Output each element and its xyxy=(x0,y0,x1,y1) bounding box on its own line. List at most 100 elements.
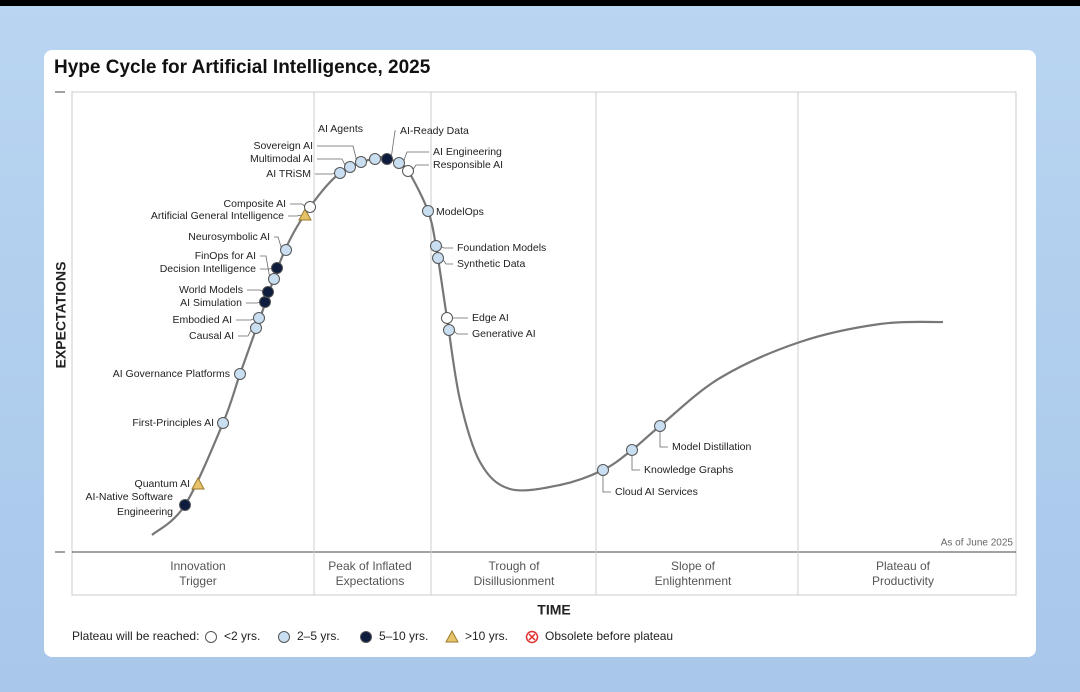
phase-label: Slope of xyxy=(671,559,716,573)
technology-marker xyxy=(355,156,367,168)
legend-symbol xyxy=(278,631,290,643)
leader-line xyxy=(247,289,265,293)
technology-marker xyxy=(234,368,246,380)
top-bar xyxy=(0,0,1080,6)
phase-label: Peak of Inflated xyxy=(328,559,411,573)
leader-line xyxy=(236,317,256,321)
legend-symbol-cross xyxy=(528,633,536,641)
technology-label: Edge AI xyxy=(472,312,509,324)
technology-label: Embodied AI xyxy=(172,314,232,326)
leader-line xyxy=(390,130,396,160)
card xyxy=(44,50,1036,657)
leader-line xyxy=(317,158,347,168)
technology-label: First-Principles AI xyxy=(132,417,214,429)
technology-label: Sovereign AI xyxy=(253,140,313,152)
technology-marker xyxy=(179,499,191,511)
technology-marker xyxy=(443,324,455,336)
technology-label: Neurosymbolic AI xyxy=(188,231,270,243)
technology-label: Decision Intelligence xyxy=(160,263,256,275)
legend-symbol xyxy=(360,631,372,643)
technology-marker xyxy=(334,167,346,179)
technology-label: World Models xyxy=(179,284,243,296)
technology-marker xyxy=(402,165,414,177)
technology-marker xyxy=(250,322,262,334)
leader-line xyxy=(411,164,429,172)
phase-label: Trough of xyxy=(489,559,541,573)
legend-label: Obsolete before plateau xyxy=(545,629,673,643)
leader-line xyxy=(260,255,271,280)
technology-label: Generative AI xyxy=(472,328,536,340)
technology-label: Cloud AI Services xyxy=(615,486,698,498)
leader-line xyxy=(452,329,468,335)
technology-label: Foundation Models xyxy=(457,242,546,254)
technology-label: AI Governance Platforms xyxy=(113,368,230,380)
phase-label: Expectations xyxy=(336,574,405,588)
leader-line xyxy=(246,301,262,304)
technology-marker xyxy=(369,153,381,165)
phase-label: Enlightenment xyxy=(655,574,732,588)
technology-label: AI-Ready Data xyxy=(400,125,469,137)
technology-label: Quantum AI xyxy=(135,478,190,490)
technology-marker xyxy=(344,161,356,173)
technology-marker xyxy=(430,240,442,252)
technology-label: AI Simulation xyxy=(180,297,242,309)
title: Hype Cycle for Artificial Intelligence, … xyxy=(54,57,431,78)
leader-line xyxy=(602,476,611,493)
legend-symbol xyxy=(205,631,217,643)
leader-line xyxy=(288,214,302,217)
technology-marker xyxy=(259,296,271,308)
legend-title: Plateau will be reached: xyxy=(72,629,199,643)
x-axis-label: TIME xyxy=(537,602,570,618)
technology-marker xyxy=(381,153,393,165)
technology-label: AI-Native Software xyxy=(85,491,173,503)
technology-label: Synthetic Data xyxy=(457,258,525,270)
technology-marker xyxy=(626,444,638,456)
legend-label: <2 yrs. xyxy=(224,629,260,643)
technology-marker xyxy=(298,207,312,221)
leader-line xyxy=(274,236,283,251)
technology-marker xyxy=(432,252,444,264)
technology-marker xyxy=(271,262,283,274)
leader-line xyxy=(631,456,640,471)
technology-label: AI TRiSM xyxy=(266,168,311,180)
legend-symbol xyxy=(445,629,459,643)
technology-marker xyxy=(280,244,292,256)
technology-label: Responsible AI xyxy=(433,159,503,171)
technology-label: Artificial General Intelligence xyxy=(151,210,284,222)
phase-label: Innovation xyxy=(170,559,225,573)
technology-label: Causal AI xyxy=(189,330,234,342)
legend-label: >10 yrs. xyxy=(465,629,508,643)
leader-line xyxy=(402,151,429,164)
technology-marker xyxy=(441,312,453,324)
technology-label: Model Distillation xyxy=(672,441,752,453)
leader-line xyxy=(315,172,337,175)
legend-label: 2–5 yrs. xyxy=(297,629,340,643)
phase-label: Disillusionment xyxy=(474,574,555,588)
leader-line xyxy=(659,432,668,448)
technology-label: FinOps for AI xyxy=(195,250,256,262)
technology-label: AI Agents xyxy=(318,123,363,135)
technology-label: Multimodal AI xyxy=(250,153,313,165)
phase-label: Plateau of xyxy=(876,559,931,573)
legend-label: 5–10 yrs. xyxy=(379,629,428,643)
as-of: As of June 2025 xyxy=(941,538,1014,549)
technology-marker xyxy=(654,420,666,432)
technology-marker xyxy=(268,273,280,285)
technology-marker xyxy=(253,312,265,324)
technology-marker xyxy=(217,417,229,429)
phase-label: Productivity xyxy=(872,574,934,588)
technology-marker xyxy=(304,201,316,213)
technology-marker xyxy=(262,286,274,298)
technology-marker xyxy=(393,157,405,169)
technology-label: ModelOps xyxy=(436,206,484,218)
y-axis-label: EXPECTATIONS xyxy=(53,262,69,369)
leader-line xyxy=(317,145,358,163)
leader-line xyxy=(238,327,253,337)
leader-line xyxy=(290,203,307,208)
technology-marker xyxy=(422,205,434,217)
phase-label: Trigger xyxy=(179,574,217,588)
technology-label: AI Engineering xyxy=(433,146,502,158)
technology-marker xyxy=(191,476,205,490)
